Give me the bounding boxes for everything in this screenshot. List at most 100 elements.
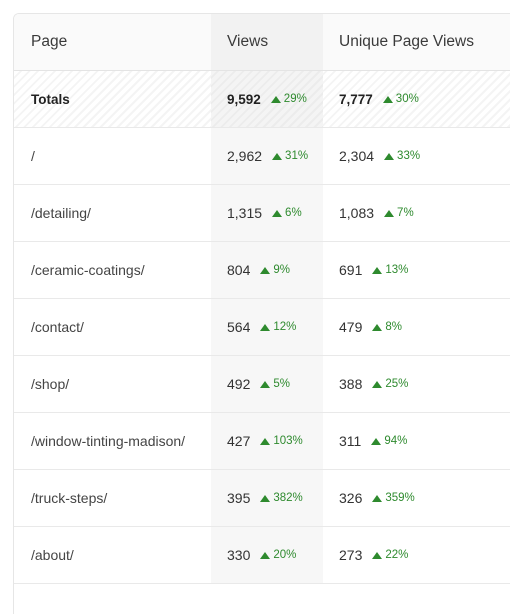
page-path-link[interactable]: /about/ — [31, 547, 74, 563]
views-delta-value: 12% — [273, 321, 297, 333]
table-header-row: Page Views Unique Page Views — [14, 14, 510, 71]
page-path-link[interactable]: /ceramic-coatings/ — [31, 262, 145, 278]
table-row: /window-tinting-madison/427 103% 311 94% — [14, 413, 510, 470]
totals-label: Totals — [31, 91, 70, 107]
column-header-views[interactable]: Views — [211, 14, 323, 70]
views-value: 492 — [227, 376, 251, 392]
unique-value: 273 — [339, 547, 363, 563]
views-delta: 103% — [260, 435, 303, 447]
unique-delta-value: 7% — [397, 207, 414, 219]
totals-views-delta-value: 29% — [283, 93, 307, 105]
page-path-link[interactable]: /detailing/ — [31, 205, 91, 221]
unique-cell: 479 8% — [323, 299, 510, 355]
unique-delta: 8% — [372, 321, 402, 333]
triangle-up-icon — [260, 494, 271, 502]
views-delta: 5% — [260, 378, 290, 390]
table-row: /truck-steps/395 382% 326 359% — [14, 470, 510, 527]
views-delta-value: 6% — [285, 207, 302, 219]
column-header-unique-page-views[interactable]: Unique Page Views — [323, 14, 510, 70]
page-path-link[interactable]: /truck-steps/ — [31, 490, 108, 506]
table-row: /detailing/1,315 6% 1,083 7% — [14, 185, 510, 242]
table-row: /ceramic-coatings/804 9% 691 13% — [14, 242, 510, 299]
views-delta: 9% — [260, 264, 290, 276]
unique-cell: 273 22% — [323, 527, 510, 583]
triangle-up-icon — [260, 551, 271, 559]
triangle-up-icon — [270, 95, 281, 103]
unique-delta-value: 8% — [385, 321, 402, 333]
totals-unique-value: 7,777 — [339, 91, 373, 107]
page-path-link[interactable]: / — [31, 148, 35, 164]
triangle-up-icon — [272, 209, 283, 217]
views-delta-value: 9% — [273, 264, 290, 276]
unique-value: 388 — [339, 376, 363, 392]
totals-views-delta: 29% — [270, 93, 307, 105]
page-path-link[interactable]: /contact/ — [31, 319, 84, 335]
unique-delta: 33% — [384, 150, 420, 162]
triangle-up-icon — [260, 437, 271, 445]
views-value: 330 — [227, 547, 251, 563]
table-body: / 2,962 31% 2,304 33% /detailing/1,315 6% 1,083… — [14, 128, 510, 584]
views-cell: 330 20% — [211, 527, 323, 583]
triangle-up-icon — [260, 323, 271, 331]
views-delta-value: 31% — [285, 150, 309, 162]
unique-delta-value: 33% — [397, 150, 421, 162]
views-cell: 427 103% — [211, 413, 323, 469]
views-delta-value: 382% — [273, 492, 303, 504]
totals-row: Totals 9,592 29% 7,777 30% — [14, 71, 510, 128]
unique-value: 311 — [339, 433, 362, 449]
triangle-up-icon — [384, 209, 395, 217]
totals-views-cell: 9,592 29% — [211, 71, 323, 127]
triangle-up-icon — [384, 152, 395, 160]
views-delta: 31% — [272, 150, 308, 162]
views-value: 804 — [227, 262, 251, 278]
triangle-up-icon — [260, 380, 271, 388]
table-row: / 2,962 31% 2,304 33% — [14, 128, 510, 185]
unique-value: 1,083 — [339, 205, 375, 221]
views-value: 564 — [227, 319, 251, 335]
unique-delta: 359% — [372, 492, 415, 504]
totals-unique-delta-value: 30% — [395, 93, 419, 105]
unique-cell: 388 25% — [323, 356, 510, 412]
triangle-up-icon — [372, 266, 383, 274]
column-header-page[interactable]: Page — [14, 14, 211, 70]
views-delta-value: 5% — [273, 378, 290, 390]
unique-cell: 1,083 7% — [323, 185, 510, 241]
views-cell: 2,962 31% — [211, 128, 323, 184]
page-views-table: Page Views Unique Page Views Totals 9,59… — [13, 13, 510, 614]
views-cell: 804 9% — [211, 242, 323, 298]
totals-unique-cell: 7,777 30% — [323, 71, 510, 127]
views-delta: 20% — [260, 549, 296, 561]
views-delta-value: 20% — [273, 549, 297, 561]
table-row: /shop/492 5% 388 25% — [14, 356, 510, 413]
views-value: 395 — [227, 490, 251, 506]
views-delta: 12% — [260, 321, 296, 333]
page-path-link[interactable]: /window-tinting-madison/ — [31, 433, 186, 449]
triangle-up-icon — [372, 380, 383, 388]
unique-cell: 326 359% — [323, 470, 510, 526]
views-cell: 492 5% — [211, 356, 323, 412]
triangle-up-icon — [371, 437, 382, 445]
triangle-up-icon — [272, 152, 283, 160]
page-path-link[interactable]: /shop/ — [31, 376, 70, 392]
unique-delta: 13% — [372, 264, 408, 276]
triangle-up-icon — [372, 551, 383, 559]
views-cell: 564 12% — [211, 299, 323, 355]
triangle-up-icon — [382, 95, 393, 103]
unique-delta-value: 25% — [385, 378, 409, 390]
unique-delta: 94% — [371, 435, 407, 447]
triangle-up-icon — [260, 266, 271, 274]
views-delta: 382% — [260, 492, 303, 504]
totals-unique-delta: 30% — [382, 93, 419, 105]
triangle-up-icon — [372, 323, 383, 331]
table-row: /contact/564 12% 479 8% — [14, 299, 510, 356]
unique-value: 326 — [339, 490, 363, 506]
unique-delta-value: 13% — [385, 264, 409, 276]
views-cell: 1,315 6% — [211, 185, 323, 241]
views-cell: 395 382% — [211, 470, 323, 526]
views-value: 2,962 — [227, 148, 263, 164]
unique-cell: 311 94% — [323, 413, 510, 469]
unique-value: 479 — [339, 319, 363, 335]
unique-delta: 25% — [372, 378, 408, 390]
unique-value: 691 — [339, 262, 363, 278]
views-value: 1,315 — [227, 205, 263, 221]
